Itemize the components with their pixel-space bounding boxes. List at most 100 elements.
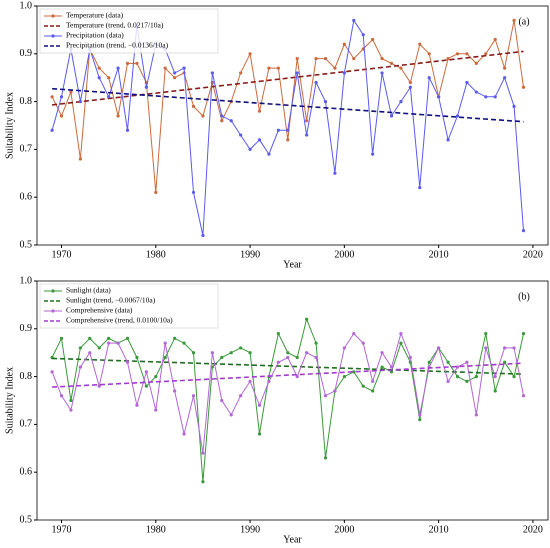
data-point [512, 104, 516, 108]
data-point [59, 95, 64, 99]
y-axis-label: Suitability Index [4, 92, 15, 159]
x-tick-label: 2000 [334, 249, 354, 260]
x-axis-label: Year [283, 534, 302, 545]
data-point [455, 375, 460, 379]
data-point [135, 355, 139, 360]
data-point [173, 389, 177, 393]
data-point [380, 71, 384, 75]
data-point [512, 346, 516, 350]
data-point [78, 157, 82, 161]
x-axis-label: Year [283, 259, 302, 270]
data-point [144, 85, 148, 89]
data-point [389, 61, 394, 65]
data-point [399, 341, 403, 345]
data-point [286, 128, 290, 132]
legend-box [39, 8, 219, 54]
data-point [408, 80, 412, 85]
data-point [88, 336, 92, 340]
data-point [220, 114, 224, 118]
data-point [371, 152, 375, 156]
x-tick-label: 1970 [52, 249, 72, 260]
data-point [503, 76, 507, 80]
data-point [239, 133, 243, 137]
data-point [191, 190, 196, 195]
data-point [371, 379, 375, 383]
data-point [286, 355, 290, 360]
data-point [267, 66, 271, 70]
data-point [474, 375, 478, 379]
y-tick-label: 1.0 [20, 0, 33, 11]
data-point [333, 389, 337, 393]
data-point [352, 18, 356, 22]
data-point [361, 384, 365, 388]
data-point [69, 408, 73, 412]
data-point [248, 379, 252, 383]
data-point [107, 341, 111, 345]
data-point [342, 375, 346, 379]
data-point [267, 152, 271, 156]
data-point [163, 341, 167, 345]
data-point [69, 398, 73, 403]
data-point [484, 346, 488, 350]
data-point [78, 365, 82, 369]
data-point [418, 42, 422, 46]
data-point [210, 351, 214, 355]
data-point [371, 389, 375, 393]
axes-frame [36, 280, 549, 521]
data-point [521, 331, 526, 336]
data-point [446, 360, 450, 364]
data-point [295, 71, 299, 75]
data-point [418, 186, 422, 190]
data-point [239, 346, 243, 350]
data-point [267, 379, 271, 383]
axes-frame [36, 5, 549, 246]
data-point [323, 56, 328, 61]
data-point [182, 432, 186, 436]
data-point [173, 76, 177, 80]
data-point [342, 42, 346, 46]
data-point [465, 80, 469, 85]
data-point [361, 341, 365, 345]
data-point [107, 76, 111, 80]
data-point [125, 360, 130, 364]
data-point [474, 61, 478, 65]
y-tick-label: 0.7 [20, 144, 33, 155]
panel: 0.5 0.6 0.7 0.8 0.9 1.0 1970 1980 1990 2000 2010 20… [4, 0, 549, 270]
x-tick-label: 2020 [523, 249, 543, 260]
y-tick-label: 0.9 [20, 323, 33, 334]
y-tick-label: 0.5 [20, 239, 33, 250]
y-tick-label: 0.6 [20, 466, 33, 477]
y-tick-label: 0.6 [20, 191, 33, 202]
data-point [173, 336, 177, 340]
data-point [295, 56, 299, 61]
data-point [503, 346, 507, 350]
data-point [314, 355, 318, 360]
data-point [154, 408, 158, 412]
legend-label: Comprehensive (trend, 0.0100/10a) [66, 316, 173, 325]
data-point [201, 451, 205, 455]
data-point [220, 398, 224, 403]
data-point [78, 100, 82, 104]
data-point [191, 351, 196, 355]
data-point [59, 394, 64, 398]
data-point [503, 66, 507, 70]
legend-marker [51, 289, 55, 293]
data-point [446, 56, 450, 61]
data-point [465, 52, 469, 56]
data-point [323, 100, 328, 104]
data-point [50, 128, 54, 132]
x-tick-label: 2010 [429, 524, 449, 535]
x-tick-label: 2000 [334, 524, 354, 535]
data-point [135, 61, 139, 65]
legend-label: Sunlight (trend, −0.0067/10a) [66, 296, 156, 305]
data-point [314, 341, 318, 345]
series-line [52, 362, 524, 388]
data-point [493, 95, 497, 99]
data-point [276, 66, 280, 70]
data-point [163, 66, 167, 70]
data-point [380, 56, 384, 61]
data-point [50, 95, 54, 99]
panel: 0.5 0.6 0.7 0.8 0.9 1.0 1970 1980 1990 2000 2010 20… [4, 275, 549, 545]
